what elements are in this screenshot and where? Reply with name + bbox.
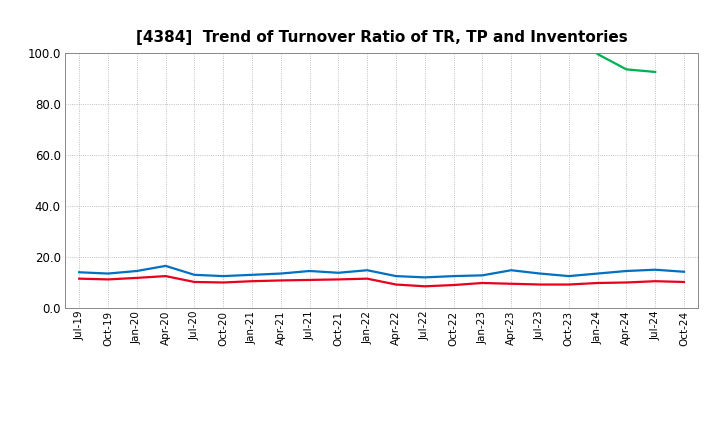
Trade Payables xyxy=(248,272,256,278)
Trade Receivables xyxy=(104,277,112,282)
Trade Receivables xyxy=(161,273,170,279)
Trade Receivables xyxy=(420,284,429,289)
Trade Receivables xyxy=(132,275,141,281)
Trade Payables xyxy=(651,267,660,272)
Trade Receivables xyxy=(363,276,372,281)
Inventories xyxy=(593,51,602,57)
Trade Receivables xyxy=(593,280,602,286)
Trade Receivables xyxy=(334,277,343,282)
Trade Payables xyxy=(276,271,285,276)
Trade Receivables xyxy=(305,277,314,282)
Trade Receivables xyxy=(449,282,458,288)
Trade Receivables xyxy=(680,279,688,285)
Trade Payables xyxy=(190,272,199,278)
Trade Payables xyxy=(507,268,516,273)
Trade Payables xyxy=(161,263,170,268)
Trade Payables xyxy=(420,275,429,280)
Trade Payables xyxy=(478,273,487,278)
Trade Receivables xyxy=(276,278,285,283)
Trade Receivables xyxy=(651,279,660,284)
Trade Payables xyxy=(305,268,314,274)
Trade Receivables xyxy=(75,276,84,281)
Trade Payables xyxy=(564,273,573,279)
Trade Payables xyxy=(593,271,602,276)
Trade Payables xyxy=(334,270,343,275)
Trade Payables xyxy=(449,273,458,279)
Title: [4384]  Trend of Turnover Ratio of TR, TP and Inventories: [4384] Trend of Turnover Ratio of TR, TP… xyxy=(136,29,627,45)
Trade Receivables xyxy=(219,280,228,285)
Trade Receivables xyxy=(536,282,544,287)
Trade Payables xyxy=(132,268,141,274)
Trade Receivables xyxy=(507,281,516,286)
Trade Payables xyxy=(622,268,631,274)
Trade Payables xyxy=(392,273,400,279)
Inventories xyxy=(622,67,631,72)
Trade Payables xyxy=(75,270,84,275)
Trade Receivables xyxy=(564,282,573,287)
Trade Receivables xyxy=(392,282,400,287)
Line: Trade Payables: Trade Payables xyxy=(79,266,684,277)
Line: Trade Receivables: Trade Receivables xyxy=(79,276,684,286)
Inventories xyxy=(651,69,660,74)
Trade Receivables xyxy=(190,279,199,285)
Trade Payables xyxy=(219,273,228,279)
Trade Payables xyxy=(104,271,112,276)
Trade Payables xyxy=(536,271,544,276)
Trade Payables xyxy=(363,268,372,273)
Trade Receivables xyxy=(622,280,631,285)
Trade Receivables xyxy=(248,279,256,284)
Trade Payables xyxy=(680,269,688,275)
Trade Receivables xyxy=(478,280,487,286)
Line: Inventories: Inventories xyxy=(598,54,655,72)
